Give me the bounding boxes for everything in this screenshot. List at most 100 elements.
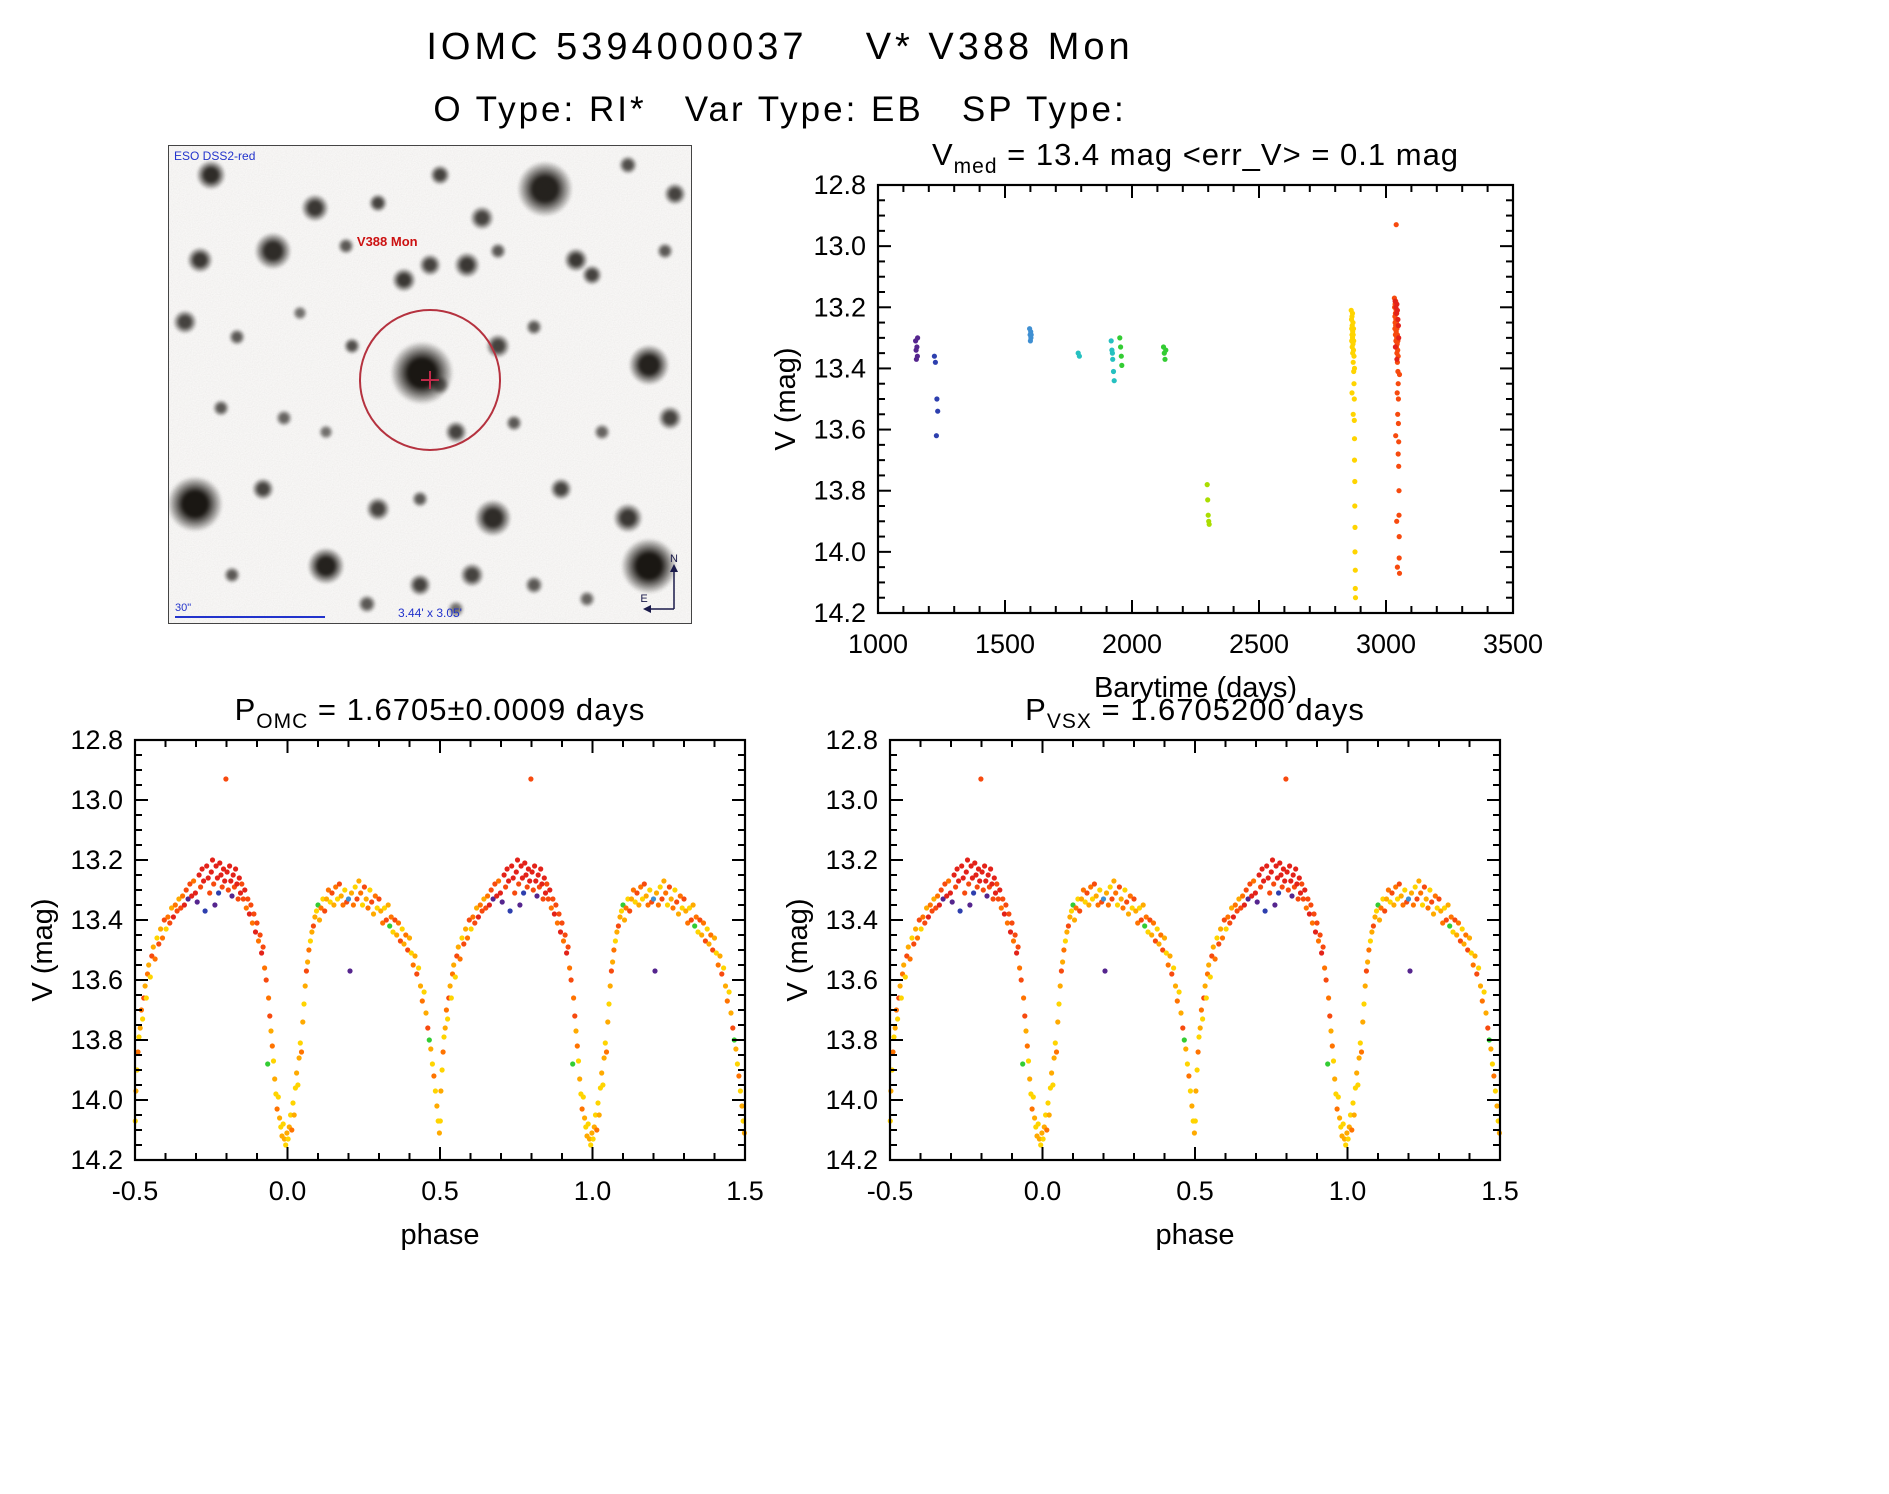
data-point <box>1184 1061 1190 1067</box>
data-point <box>503 884 509 890</box>
data-point <box>301 1001 307 1007</box>
data-point <box>1030 1094 1036 1100</box>
data-point <box>1111 878 1117 884</box>
data-point <box>559 920 565 926</box>
star <box>300 193 331 223</box>
data-point <box>1227 920 1233 926</box>
data-point <box>1191 1130 1197 1136</box>
data-point <box>1366 947 1372 953</box>
data-point <box>1341 1136 1348 1142</box>
data-point <box>717 953 723 959</box>
data-point <box>529 869 535 875</box>
data-point <box>1152 938 1158 944</box>
data-point <box>442 1025 448 1031</box>
data-point <box>1395 396 1401 402</box>
data-point <box>196 872 202 878</box>
data-point <box>596 1112 602 1118</box>
data-point <box>661 878 667 884</box>
data-point <box>1163 347 1169 353</box>
data-point <box>545 896 551 902</box>
y-tick-label: 13.6 <box>70 965 123 995</box>
data-point <box>600 1082 606 1088</box>
y-axis-label: V (mag) <box>770 347 802 450</box>
data-point <box>1118 896 1124 902</box>
data-point <box>1414 896 1420 902</box>
data-point <box>724 998 730 1004</box>
data-point <box>585 1121 591 1127</box>
data-point <box>989 881 995 887</box>
data-point <box>354 896 360 902</box>
data-point <box>338 893 344 899</box>
data-point <box>527 878 533 884</box>
data-point <box>1181 1037 1187 1043</box>
x-tick-label: 1.0 <box>574 1176 612 1206</box>
data-point <box>1089 896 1096 902</box>
data-point <box>165 914 171 920</box>
data-point <box>1113 890 1119 896</box>
data-point <box>621 917 628 923</box>
data-point <box>1055 1019 1061 1025</box>
data-point <box>464 935 471 941</box>
data-point <box>1110 356 1116 362</box>
data-point <box>214 875 220 881</box>
x-tick-label: -0.5 <box>867 1176 914 1206</box>
data-point <box>136 1034 142 1040</box>
data-point <box>890 1049 896 1055</box>
data-point <box>1293 866 1299 872</box>
data-point <box>488 887 494 893</box>
data-point <box>534 893 540 899</box>
data-point <box>548 905 554 911</box>
data-point <box>895 1016 901 1022</box>
data-point <box>399 926 405 932</box>
data-point <box>240 896 246 902</box>
axes-frame <box>876 183 1515 615</box>
data-point <box>577 1076 583 1082</box>
data-point <box>639 896 646 902</box>
data-point <box>1465 947 1471 953</box>
data-point <box>217 860 223 866</box>
data-point <box>507 908 513 914</box>
data-point <box>436 1130 442 1136</box>
data-point <box>1143 914 1149 920</box>
data-point <box>1120 905 1126 911</box>
data-point <box>601 1055 607 1061</box>
data-point <box>180 893 186 899</box>
data-point <box>218 872 224 878</box>
data-point <box>1394 301 1400 307</box>
data-point <box>275 1094 281 1100</box>
data-point <box>481 896 487 902</box>
data-point <box>1194 1067 1200 1073</box>
data-point <box>1369 929 1375 935</box>
data-point <box>1162 356 1168 362</box>
data-point <box>525 866 531 872</box>
data-point <box>207 890 213 896</box>
data-point <box>905 944 911 950</box>
star <box>186 246 215 275</box>
data-point <box>137 1025 143 1031</box>
data-point <box>1209 953 1215 959</box>
data-point <box>711 935 718 941</box>
data-point <box>964 857 971 863</box>
star <box>627 343 672 388</box>
star <box>342 337 361 356</box>
data-point <box>401 941 407 947</box>
x-tick-label: 0.5 <box>421 1176 459 1206</box>
page-subtitle: O Type: RI* Var Type: EB SP Type: <box>433 90 1127 129</box>
data-point <box>494 893 500 899</box>
data-point <box>1398 893 1404 899</box>
data-point <box>1394 307 1400 313</box>
data-point <box>1140 902 1146 908</box>
data-point <box>309 929 315 935</box>
data-point <box>630 887 637 893</box>
data-point <box>1043 1112 1049 1118</box>
data-point <box>1350 332 1356 338</box>
data-point <box>459 935 465 941</box>
data-point <box>1207 974 1213 980</box>
data-points <box>913 222 1403 601</box>
data-point <box>1362 983 1368 989</box>
data-point <box>470 914 476 920</box>
data-point <box>302 983 308 989</box>
data-point <box>316 917 323 923</box>
y-tick-label: 13.6 <box>813 415 866 445</box>
data-point <box>359 902 366 908</box>
